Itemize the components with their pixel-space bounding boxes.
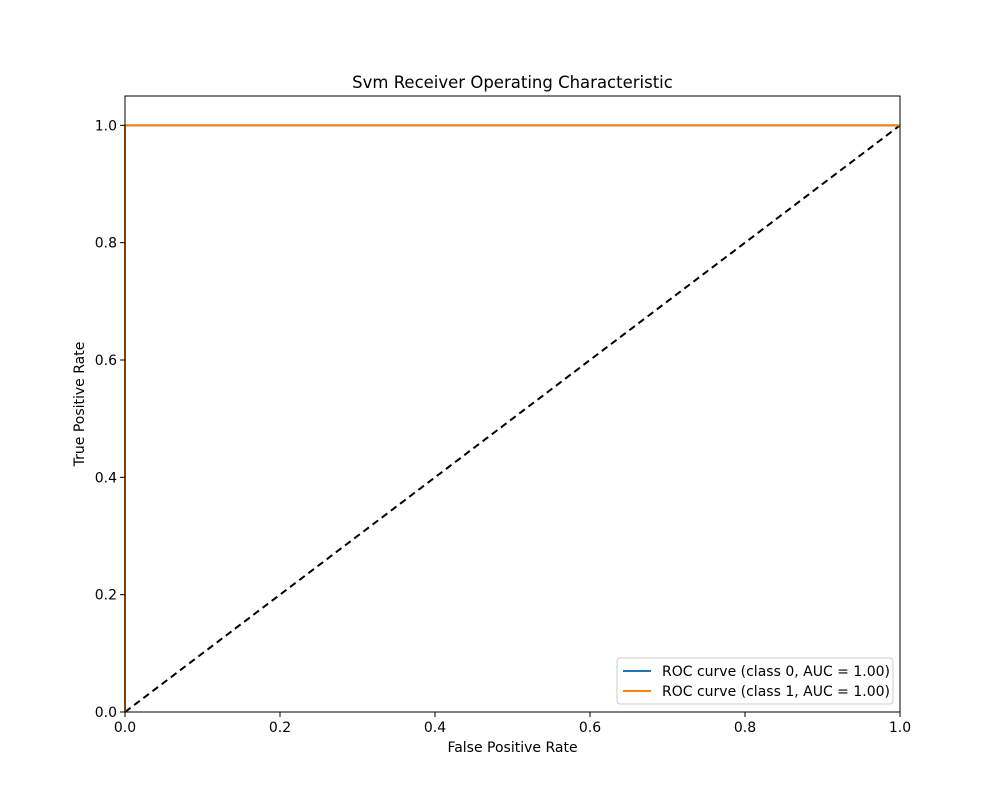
legend: ROC curve (class 0, AUC = 1.00) ROC curve…	[616, 657, 894, 705]
x-tick-label: 0.4	[424, 720, 446, 736]
y-tick-label: 0.2	[95, 588, 117, 604]
chart-title: Svm Receiver Operating Characteristic	[352, 73, 673, 92]
y-tick-label: 0.4	[95, 470, 117, 486]
y-tick-label: 0.6	[95, 353, 117, 369]
x-axis-label: False Positive Rate	[447, 740, 577, 756]
x-tick-label: 0.6	[579, 720, 601, 736]
x-tick-label: 0.8	[734, 720, 756, 736]
y-tick-label: 0.8	[95, 236, 117, 252]
x-tick-label: 0.2	[269, 720, 291, 736]
x-tick-label: 0.0	[114, 720, 136, 736]
legend-box	[616, 657, 894, 705]
y-tick-label: 1.0	[95, 118, 117, 134]
y-tick-label: 0.0	[95, 705, 117, 721]
plot-area	[124, 124, 901, 713]
axis-ticks: 0.0 0.2 0.4 0.6 0.8 1.0 0.0 0.2 0.4 0.6 0.8 1.0	[95, 118, 911, 736]
y-axis-label: True Positive Rate	[72, 342, 88, 468]
axes-frame	[124, 95, 901, 713]
chance-diagonal-line	[124, 124, 901, 713]
legend-label: ROC curve (class 1, AUC = 1.00)	[662, 684, 890, 700]
legend-label: ROC curve (class 0, AUC = 1.00)	[662, 664, 890, 680]
x-tick-label: 1.0	[889, 720, 911, 736]
